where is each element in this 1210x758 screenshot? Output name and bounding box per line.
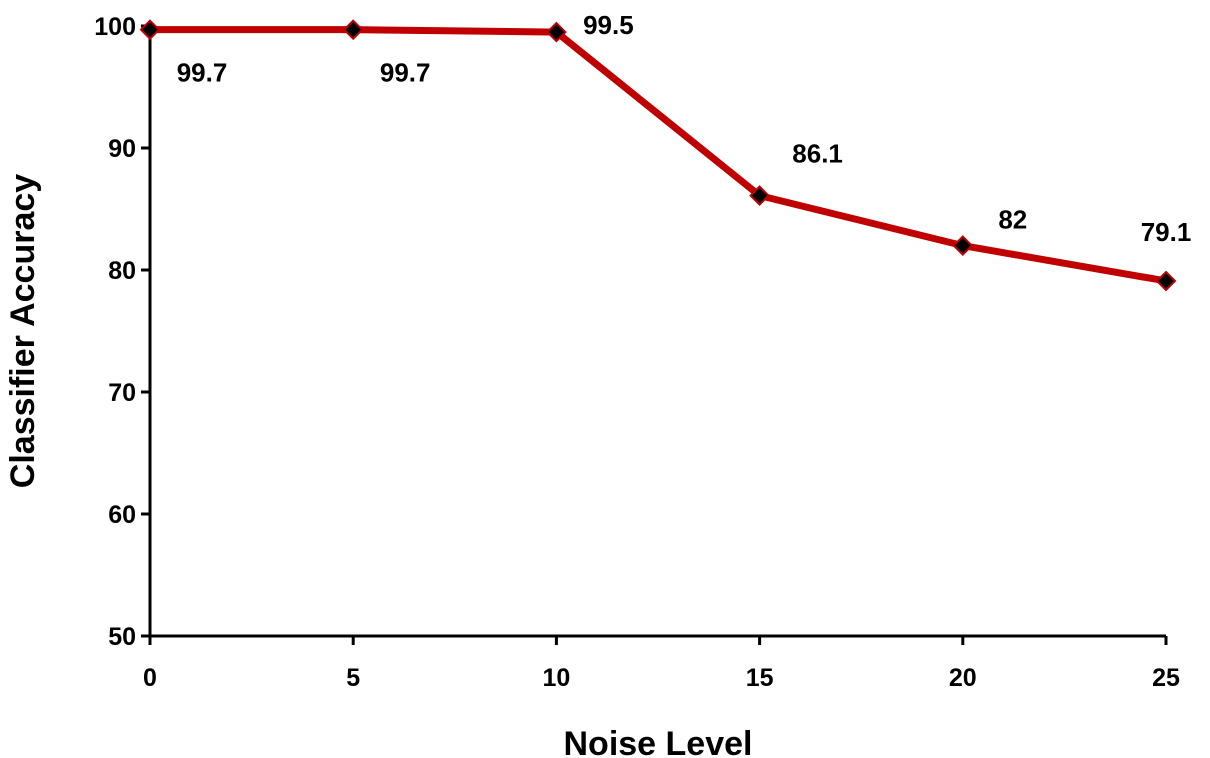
data-label: 79.1 <box>1141 217 1192 247</box>
data-point-marker <box>342 19 364 41</box>
ticks: 50 60 70 80 90 100 0 5 10 15 20 25 <box>94 13 1180 692</box>
x-tick-label: 5 <box>346 664 360 692</box>
data-labels: 99.7 99.7 99.5 86.1 82 79.1 <box>177 10 1192 247</box>
axes <box>148 26 1166 638</box>
data-label: 86.1 <box>792 139 843 169</box>
x-axis-title: Noise Level <box>564 725 753 758</box>
data-label: 99.5 <box>583 10 634 40</box>
y-tick-label: 100 <box>94 13 136 41</box>
data-label: 82 <box>998 205 1027 235</box>
data-point-marker <box>952 235 974 257</box>
x-tick-label: 10 <box>542 664 570 692</box>
y-tick-label: 90 <box>108 135 136 163</box>
series-line <box>150 26 1167 285</box>
data-point-marker <box>749 185 771 206</box>
data-point-marker <box>139 19 161 41</box>
y-tick-label: 60 <box>108 501 136 529</box>
y-tick-label: 50 <box>108 623 136 651</box>
data-label: 99.7 <box>177 58 228 88</box>
x-tick-label: 25 <box>1152 664 1180 692</box>
series <box>139 19 1177 292</box>
y-axis-title: Classifier Accuracy <box>4 174 42 488</box>
x-tick-label: 0 <box>143 664 157 692</box>
data-label: 99.7 <box>380 58 431 88</box>
x-tick-label: 15 <box>746 664 774 692</box>
y-tick-label: 70 <box>108 379 136 407</box>
data-point-marker <box>1155 270 1177 292</box>
y-tick-label: 80 <box>108 257 136 285</box>
x-tick-label: 20 <box>949 664 977 692</box>
data-point-marker <box>545 21 567 43</box>
